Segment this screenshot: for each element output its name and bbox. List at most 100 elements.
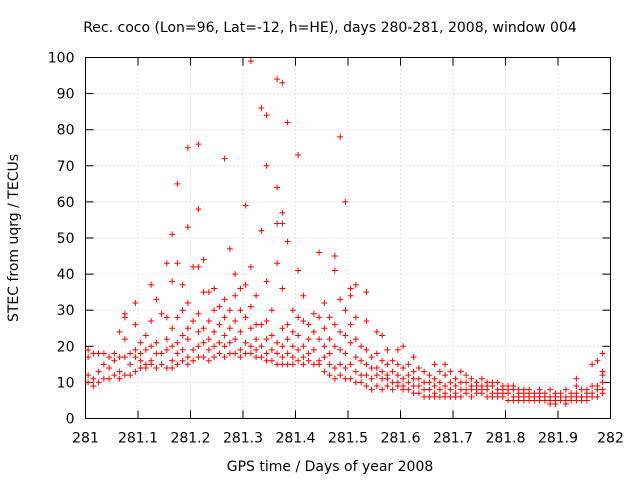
data-point <box>342 375 349 382</box>
data-point <box>195 328 202 335</box>
data-point <box>599 379 606 386</box>
data-point <box>190 263 197 270</box>
data-point <box>494 379 501 386</box>
data-point <box>415 383 422 390</box>
data-point <box>578 393 585 400</box>
data-point <box>321 343 328 350</box>
data-point <box>457 393 464 400</box>
data-point <box>263 162 270 169</box>
data-point <box>368 386 375 393</box>
data-point <box>274 76 281 83</box>
data-point <box>363 372 370 379</box>
data-point <box>463 386 470 393</box>
data-point <box>263 278 270 285</box>
data-point <box>127 372 134 379</box>
data-point <box>573 375 580 382</box>
data-point <box>457 379 464 386</box>
data-point <box>232 292 239 299</box>
data-point <box>405 386 412 393</box>
data-point <box>132 346 139 353</box>
data-point <box>158 350 165 357</box>
data-point <box>190 357 197 364</box>
data-point <box>384 361 391 368</box>
data-point <box>268 332 275 339</box>
data-point <box>389 386 396 393</box>
data-point <box>379 357 386 364</box>
data-point <box>352 379 359 386</box>
data-point <box>232 271 239 278</box>
data-point <box>373 383 380 390</box>
data-point <box>179 281 186 288</box>
axis-ticks: 0 10 20 30 40 50 60 70 80 90 100 281 281.1 281.2 281.3… <box>48 51 624 447</box>
x-tick-label: 281.6 <box>380 431 420 447</box>
data-point <box>211 343 218 350</box>
data-point <box>426 372 433 379</box>
x-tick-label: 281.8 <box>485 431 525 447</box>
data-point <box>153 350 160 357</box>
y-tick-label: 70 <box>57 159 75 175</box>
data-point <box>526 386 533 393</box>
data-point <box>132 321 139 328</box>
data-point <box>100 361 107 368</box>
data-point <box>205 289 212 296</box>
data-point <box>174 361 181 368</box>
data-point <box>258 321 265 328</box>
data-point <box>347 285 354 292</box>
data-point <box>211 307 218 314</box>
data-point <box>274 350 281 357</box>
data-point <box>373 364 380 371</box>
data-point <box>321 299 328 306</box>
data-point <box>132 368 139 375</box>
data-point <box>85 379 92 386</box>
data-point <box>342 364 349 371</box>
data-point <box>132 299 139 306</box>
data-point <box>410 375 417 382</box>
data-point <box>510 393 517 400</box>
data-point <box>452 375 459 382</box>
data-point <box>179 346 186 353</box>
data-point <box>442 383 449 390</box>
data-point <box>389 379 396 386</box>
data-point <box>221 343 228 350</box>
data-point <box>494 386 501 393</box>
data-point <box>258 227 265 234</box>
data-point <box>184 224 191 231</box>
data-point <box>205 336 212 343</box>
data-point <box>442 361 449 368</box>
data-point <box>242 314 249 321</box>
data-point <box>331 253 338 260</box>
data-point <box>263 350 270 357</box>
data-point <box>195 343 202 350</box>
data-point <box>158 310 165 317</box>
data-point <box>426 393 433 400</box>
y-tick-label: 100 <box>48 51 75 67</box>
data-point <box>200 339 207 346</box>
data-point <box>305 350 312 357</box>
data-point <box>373 372 380 379</box>
data-point <box>594 357 601 364</box>
data-point <box>295 267 302 274</box>
data-point <box>226 325 233 332</box>
data-point <box>179 332 186 339</box>
data-point <box>310 346 317 353</box>
data-point <box>421 379 428 386</box>
y-axis-label: STEC from uqrg / TECUs <box>6 154 22 322</box>
data-point <box>137 339 144 346</box>
data-point <box>363 383 370 390</box>
data-point <box>373 350 380 357</box>
y-tick-label: 20 <box>57 339 75 355</box>
data-point <box>452 383 459 390</box>
data-point <box>258 105 265 112</box>
data-point <box>263 318 270 325</box>
data-point <box>274 361 281 368</box>
data-point <box>274 260 281 267</box>
data-point <box>352 314 359 321</box>
data-point <box>499 383 506 390</box>
y-tick-label: 0 <box>66 412 75 428</box>
data-point <box>342 350 349 357</box>
y-tick-label: 40 <box>57 267 75 283</box>
data-point <box>106 354 113 361</box>
data-point <box>279 209 286 216</box>
data-point <box>541 390 548 397</box>
data-point <box>200 354 207 361</box>
